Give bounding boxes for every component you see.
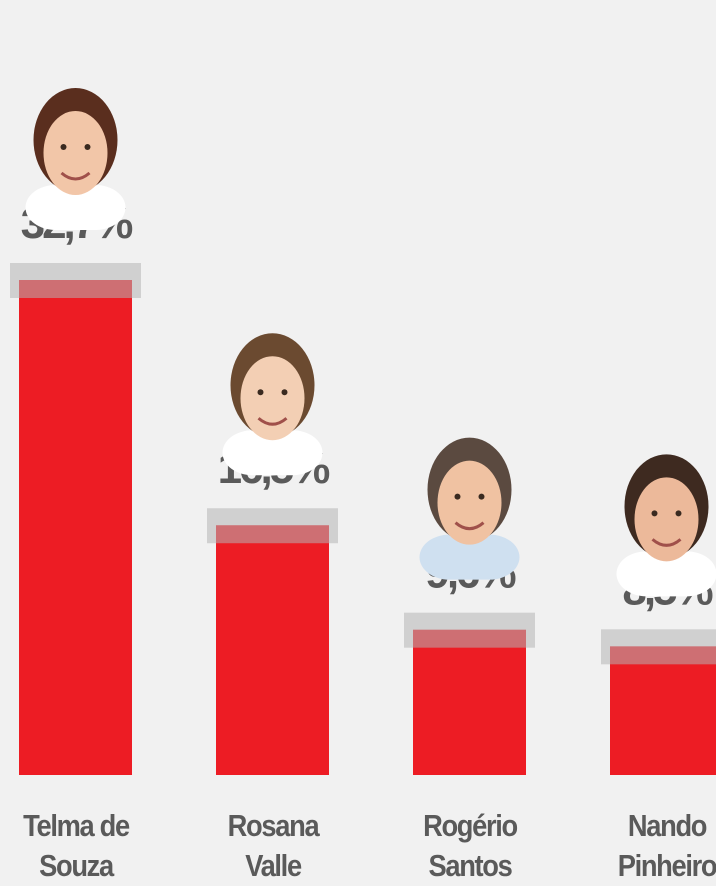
portrait-eye (61, 144, 67, 150)
portrait (223, 333, 323, 475)
bar (19, 280, 132, 775)
category-label: Telma de Souza (5, 806, 146, 886)
bar-cap (207, 508, 338, 543)
portrait-eye (652, 510, 658, 516)
portrait-eye (282, 389, 288, 395)
category-label: Nando Pinheiro (596, 806, 716, 886)
portrait (26, 88, 126, 230)
portrait (617, 454, 716, 596)
category-label: Rogério Santos (399, 806, 540, 886)
portrait-face (438, 461, 502, 545)
bar-cap (601, 629, 716, 664)
portrait-eye (676, 510, 682, 516)
bar-cap (10, 263, 141, 298)
portrait-eye (85, 144, 91, 150)
bar (216, 525, 329, 775)
portrait-face (241, 356, 305, 440)
category-label: Rosana Valle (202, 806, 343, 886)
bar (413, 630, 526, 775)
portrait-eye (258, 389, 264, 395)
portrait-eye (455, 494, 461, 500)
portrait-eye (479, 494, 485, 500)
bar-cap (404, 613, 535, 648)
bar (610, 646, 716, 775)
portrait (420, 438, 520, 580)
portrait-face (635, 477, 699, 561)
portrait-face (44, 111, 108, 195)
